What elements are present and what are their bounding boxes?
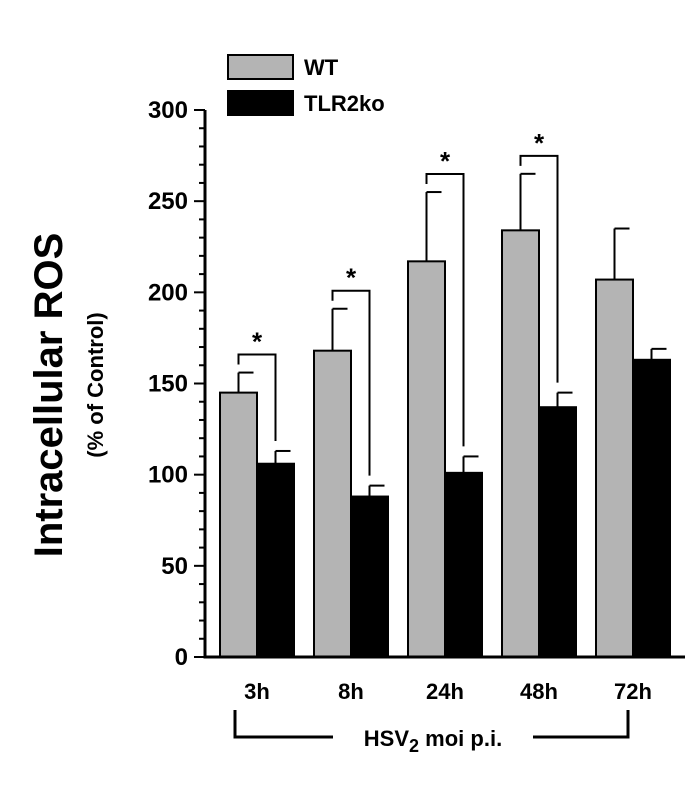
bar-tlr2ko xyxy=(632,358,671,658)
bar-wt xyxy=(501,229,540,658)
x-axis: 3h 8h 24h 48h 72h xyxy=(203,655,685,704)
bar-tlr2ko xyxy=(350,495,389,658)
significance-brackets: * * * * xyxy=(237,128,559,476)
bar-tlr2ko xyxy=(256,462,295,658)
legend-swatch-tlr2ko xyxy=(227,90,294,116)
y-tick-label: 300 xyxy=(148,97,188,124)
bar-wt xyxy=(595,278,634,658)
y-tick-label: 200 xyxy=(148,279,188,306)
y-tick-label: 150 xyxy=(148,371,188,398)
legend-label-tlr2ko: TLR2ko xyxy=(304,91,385,116)
y-axis-label: Intracellular ROS xyxy=(27,233,71,558)
y-tick-label: 100 xyxy=(148,462,188,489)
legend: WT TLR2ko xyxy=(227,54,385,116)
x-axis-label-prefix: HSV xyxy=(364,726,410,751)
bar-wt xyxy=(219,391,258,658)
significance-bracket xyxy=(519,154,559,383)
x-tick-label: 8h xyxy=(338,679,364,704)
x-tick-label: 48h xyxy=(520,679,558,704)
x-axis-bracket xyxy=(233,710,630,739)
x-tick-label: 72h xyxy=(614,679,652,704)
x-axis-label-subscript: 2 xyxy=(409,736,419,756)
significance-bracket xyxy=(331,289,371,476)
significance-star: * xyxy=(346,263,357,293)
significance-bracket xyxy=(237,353,277,441)
x-tick-label: 3h xyxy=(244,679,270,704)
significance-bracket xyxy=(425,173,465,447)
bar-wt xyxy=(407,260,446,658)
significance-star: * xyxy=(534,128,545,158)
bar-tlr2ko xyxy=(538,406,577,658)
x-axis-label-group: HSV2 moi p.i. xyxy=(233,710,630,756)
significance-star: * xyxy=(440,146,451,176)
x-axis-label-suffix: moi p.i. xyxy=(419,726,502,751)
bar-tlr2ko xyxy=(444,471,483,658)
x-axis-label: HSV2 moi p.i. xyxy=(364,726,502,756)
legend-label-wt: WT xyxy=(304,55,339,80)
significance-star: * xyxy=(252,327,263,357)
legend-swatch-wt xyxy=(227,54,294,80)
y-axis: 0 50 100 150 200 250 300 xyxy=(148,97,207,671)
y-axis-sublabel: (% of Control) xyxy=(83,312,108,457)
x-tick-label: 24h xyxy=(426,679,464,704)
bar-wt xyxy=(313,349,352,658)
y-tick-label: 0 xyxy=(175,644,188,671)
y-tick-label: 250 xyxy=(148,188,188,215)
y-tick-label: 50 xyxy=(161,553,188,580)
bars xyxy=(219,172,671,658)
